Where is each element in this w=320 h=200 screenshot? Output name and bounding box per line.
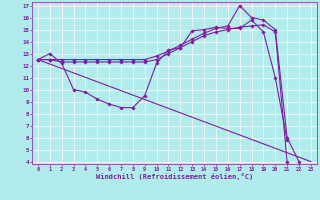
X-axis label: Windchill (Refroidissement éolien,°C): Windchill (Refroidissement éolien,°C) (96, 173, 253, 180)
